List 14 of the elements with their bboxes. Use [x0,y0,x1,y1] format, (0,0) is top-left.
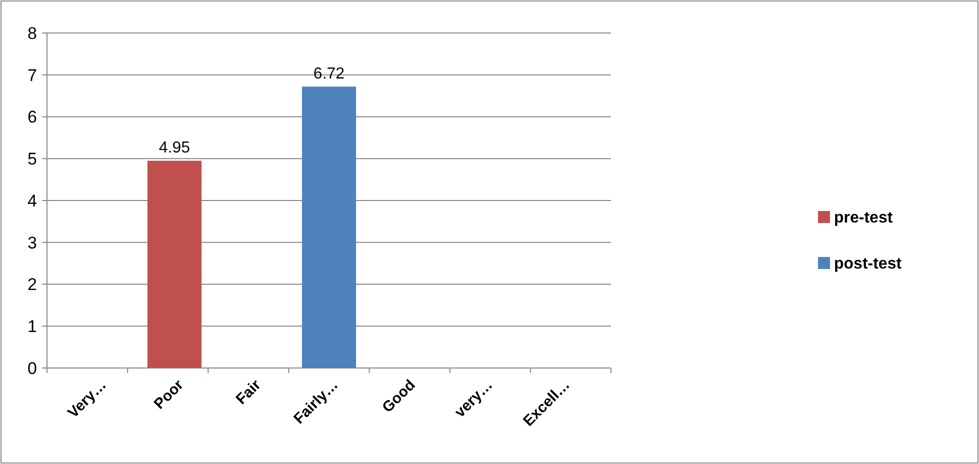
x-tick-label: Fair [232,376,264,408]
y-tick-label: 3 [28,233,37,252]
y-tick-label: 8 [28,24,37,43]
data-label: 4.95 [158,140,190,157]
y-tick-label: 5 [28,150,37,169]
y-tick-label: 4 [28,191,37,210]
y-tick-label: 2 [28,275,37,294]
data-label: 6.72 [313,66,345,83]
y-tick-label: 1 [28,317,37,336]
y-tick-label: 6 [28,108,37,127]
legend-label: post-test [834,256,902,273]
y-tick-label: 7 [28,66,37,85]
legend-label: pre-test [834,210,894,227]
y-tick-label: 0 [28,358,37,378]
